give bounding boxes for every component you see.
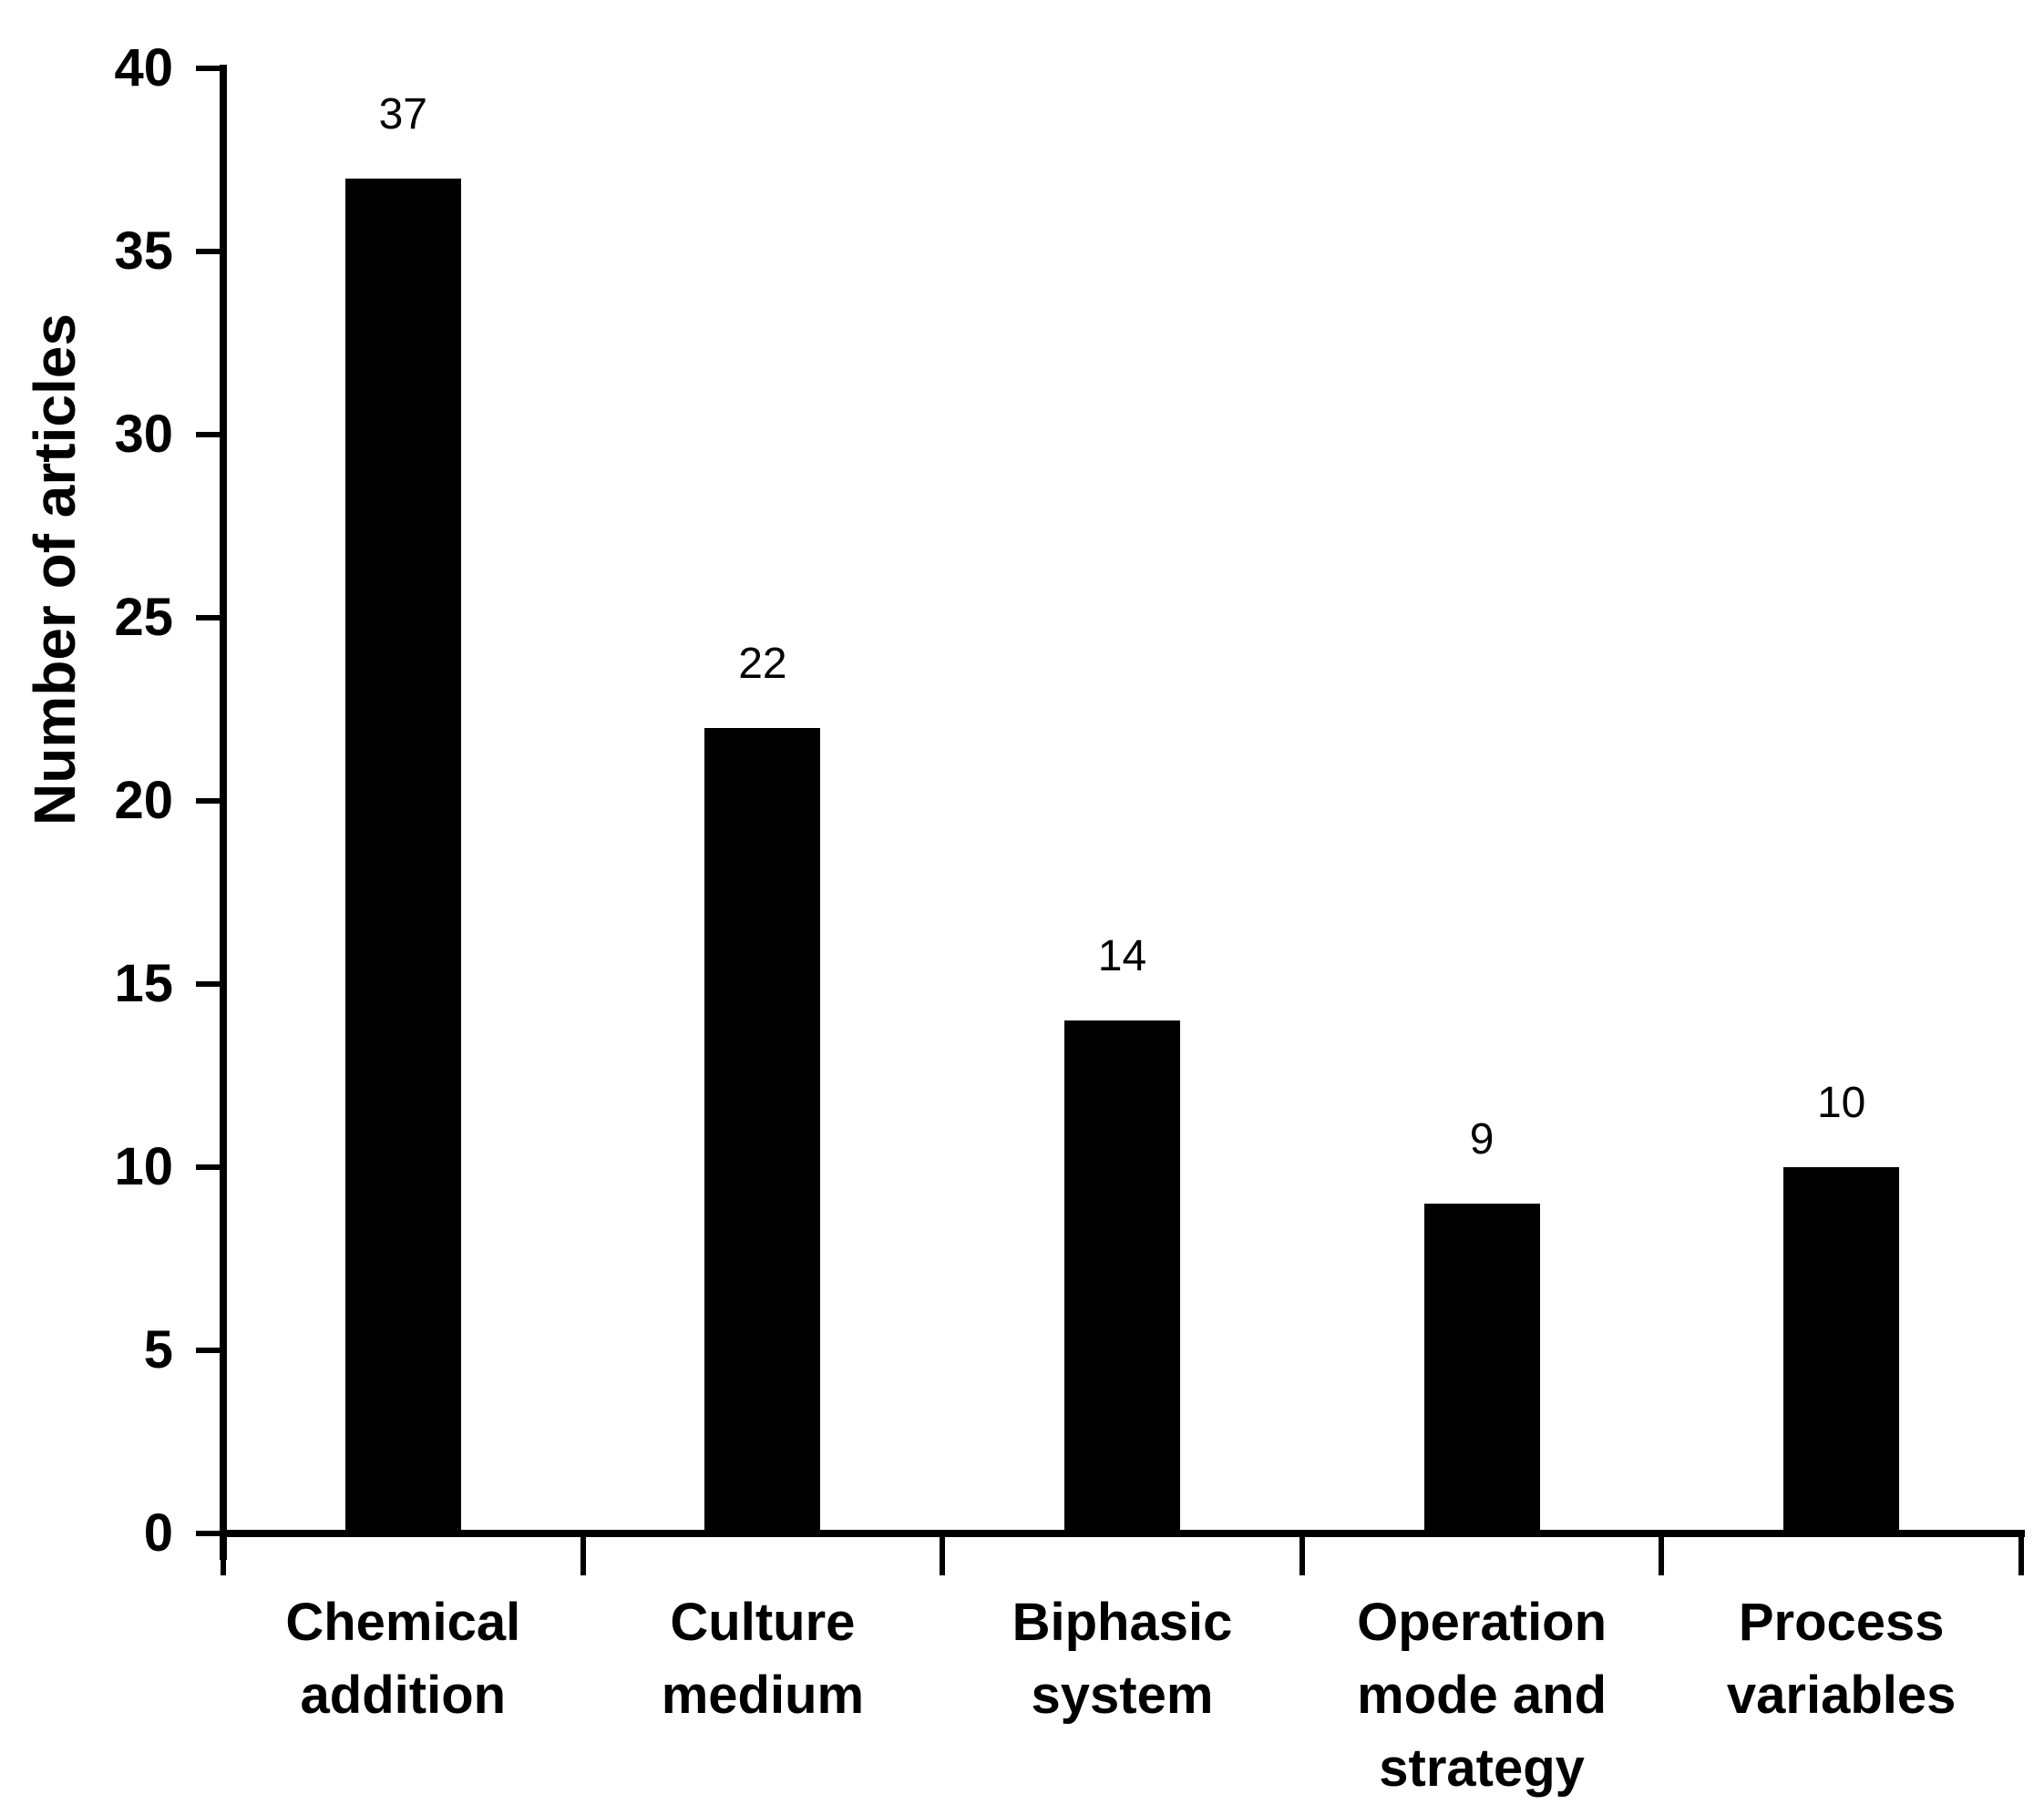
y-tick-mark — [196, 981, 220, 987]
bar — [1064, 1020, 1180, 1530]
x-tick-mark — [2018, 1537, 2024, 1575]
category-label: Operation mode and strategy — [1357, 1593, 1607, 1798]
y-tick-mark — [196, 1531, 220, 1536]
x-tick-mark — [1659, 1537, 1665, 1575]
y-tick-mark — [196, 798, 220, 804]
y-tick-label: 25 — [114, 588, 173, 647]
y-tick-label: 30 — [114, 405, 173, 464]
bar — [344, 178, 461, 1530]
bar — [1423, 1204, 1540, 1530]
y-tick-mark — [196, 1164, 220, 1170]
y-tick-label: 5 — [143, 1320, 173, 1379]
category-label: Biphasic system — [1012, 1593, 1233, 1725]
x-tick-mark — [1299, 1537, 1305, 1575]
x-tick-mark — [940, 1537, 946, 1575]
y-tick-mark — [196, 615, 220, 620]
category-label: Culture medium — [661, 1593, 865, 1725]
bar-value-label: 37 — [378, 89, 427, 138]
y-tick-mark — [196, 432, 220, 437]
category-label: Chemical addition — [285, 1593, 521, 1725]
y-tick-label: 20 — [114, 771, 173, 830]
category-label: Process variables — [1726, 1593, 1957, 1725]
x-tick-mark — [580, 1537, 586, 1575]
bar-value-label: 10 — [1816, 1079, 1866, 1127]
y-axis-title: Number of articles — [22, 313, 87, 825]
y-axis-line — [220, 65, 227, 1560]
y-tick-label: 40 — [114, 38, 173, 97]
y-tick-label: 0 — [143, 1503, 173, 1563]
x-axis-line — [220, 1530, 2025, 1537]
bar-value-label: 9 — [1469, 1115, 1494, 1164]
y-tick-mark — [196, 249, 220, 254]
bar — [704, 727, 821, 1530]
bar-value-label: 14 — [1097, 932, 1147, 981]
y-tick-mark — [196, 1348, 220, 1353]
bar — [1783, 1167, 1900, 1530]
x-tick-mark — [221, 1537, 226, 1575]
y-tick-label: 15 — [114, 954, 173, 1013]
y-tick-label: 35 — [114, 221, 173, 281]
y-tick-label: 10 — [114, 1137, 173, 1196]
y-tick-mark — [196, 66, 220, 71]
bar-value-label: 22 — [738, 639, 787, 688]
